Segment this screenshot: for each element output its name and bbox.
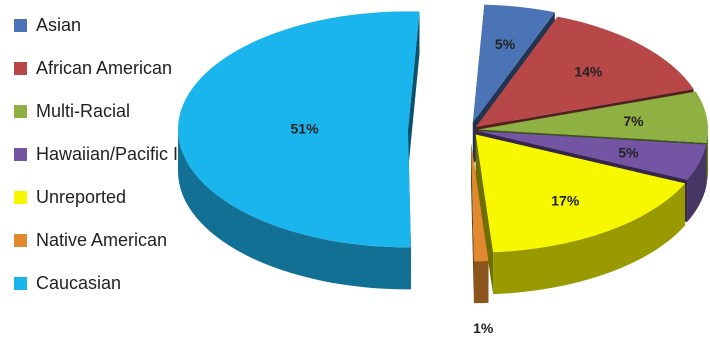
- pie-slice-4: [475, 134, 686, 253]
- legend-swatch-5: [14, 234, 27, 247]
- slice-label-6: 51%: [291, 120, 320, 136]
- pie-slice-5: [471, 143, 489, 262]
- pie-slice-3: [477, 131, 707, 181]
- slice-label-1: 14%: [574, 63, 603, 79]
- legend-item-6: Caucasian: [14, 262, 304, 305]
- pie-slice-1: [475, 16, 694, 127]
- slice-side-3-0: [687, 144, 707, 223]
- legend-label-5: Native American: [36, 230, 168, 250]
- slice-label-4: 17%: [551, 192, 580, 208]
- slice-label-3: 5%: [618, 145, 639, 161]
- slice-label-5: 1%: [473, 320, 494, 336]
- legend-item-1: African American: [14, 47, 304, 90]
- pie-slice-6: [178, 11, 420, 248]
- pie-slice-0: [472, 4, 555, 123]
- legend-label-1: African American: [36, 58, 173, 78]
- legend-swatch-4: [14, 191, 27, 204]
- legend-item-0: Asian: [14, 4, 304, 47]
- legend-label-2: Multi-Racial: [36, 101, 131, 121]
- legend-item-2: Multi-Racial: [14, 90, 304, 133]
- legend-label-6: Caucasian: [36, 273, 122, 293]
- slice-wall-5-1: [471, 143, 475, 304]
- legend-swatch-1: [14, 62, 27, 75]
- slice-side-2-0: [706, 129, 708, 185]
- legend-item-5: Native American: [14, 219, 304, 262]
- legend-swatch-6: [14, 277, 27, 290]
- legend-swatch-0: [14, 19, 27, 32]
- slice-wall-4-1: [475, 134, 494, 295]
- slice-label-0: 5%: [495, 36, 516, 52]
- legend-item-4: Unreported: [14, 176, 304, 219]
- pie-slice-2: [477, 91, 708, 143]
- legend-swatch-3: [14, 148, 27, 161]
- legend-label-4: Unreported: [36, 187, 127, 207]
- slice-wall-6-1: [408, 11, 420, 172]
- legend-swatch-2: [14, 105, 27, 118]
- slice-side-6-0: [178, 129, 411, 290]
- slice-label-2: 7%: [623, 113, 644, 129]
- slice-side-4-0: [493, 183, 686, 295]
- legend-label-0: Asian: [36, 15, 82, 35]
- slice-side-5-0: [474, 260, 489, 304]
